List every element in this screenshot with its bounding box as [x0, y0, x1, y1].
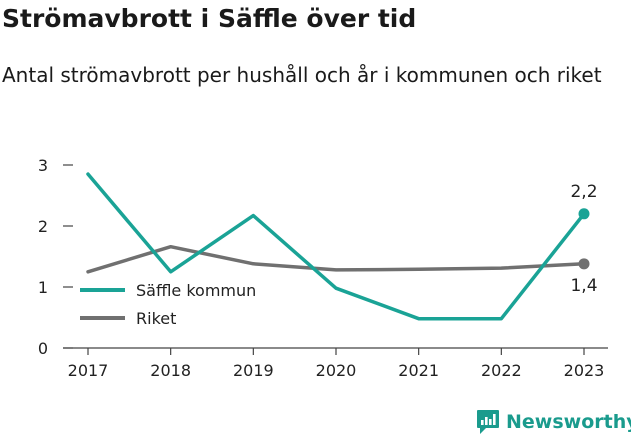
end-point-riket [578, 258, 590, 270]
x-tick-label: 2021 [398, 361, 439, 380]
brand-name: Newsworthy [506, 411, 631, 433]
y-axis: 0 1 2 3 [38, 156, 73, 358]
y-tick-label: 0 [38, 339, 48, 358]
chart-subtitle: Antal strömavbrott per hushåll och år i … [2, 63, 602, 87]
x-tick-label: 2022 [481, 361, 522, 380]
series-lines [86, 172, 590, 321]
legend-label: Riket [136, 309, 176, 328]
y-tick-label: 2 [38, 217, 48, 236]
end-value-label: 1,4 [570, 276, 597, 296]
end-value-label: 2,2 [570, 182, 597, 202]
x-axis: 2017 2018 2019 2020 2021 2022 2023 [63, 347, 608, 380]
x-tick-label: 2020 [316, 361, 357, 380]
x-tick-label: 2017 [68, 361, 109, 380]
end-point-s-ffle-kommun [578, 208, 590, 220]
x-tick-label: 2019 [233, 361, 274, 380]
end-labels: 2,2 1,4 [570, 182, 597, 296]
legend: Säffle kommun Riket [80, 281, 256, 328]
series-line-riket [86, 244, 586, 274]
x-tick-label: 2023 [564, 361, 605, 380]
y-tick-label: 3 [38, 156, 48, 175]
x-tick-label: 2018 [150, 361, 191, 380]
series-line-s-ffle-kommun [86, 172, 586, 321]
legend-label: Säffle kommun [136, 281, 256, 300]
brand-logo: Newsworthy [476, 407, 631, 437]
y-tick-label: 1 [38, 278, 48, 297]
chart-title: Strömavbrott i Säffle över tid [2, 4, 417, 33]
newsworthy-icon [477, 410, 499, 434]
